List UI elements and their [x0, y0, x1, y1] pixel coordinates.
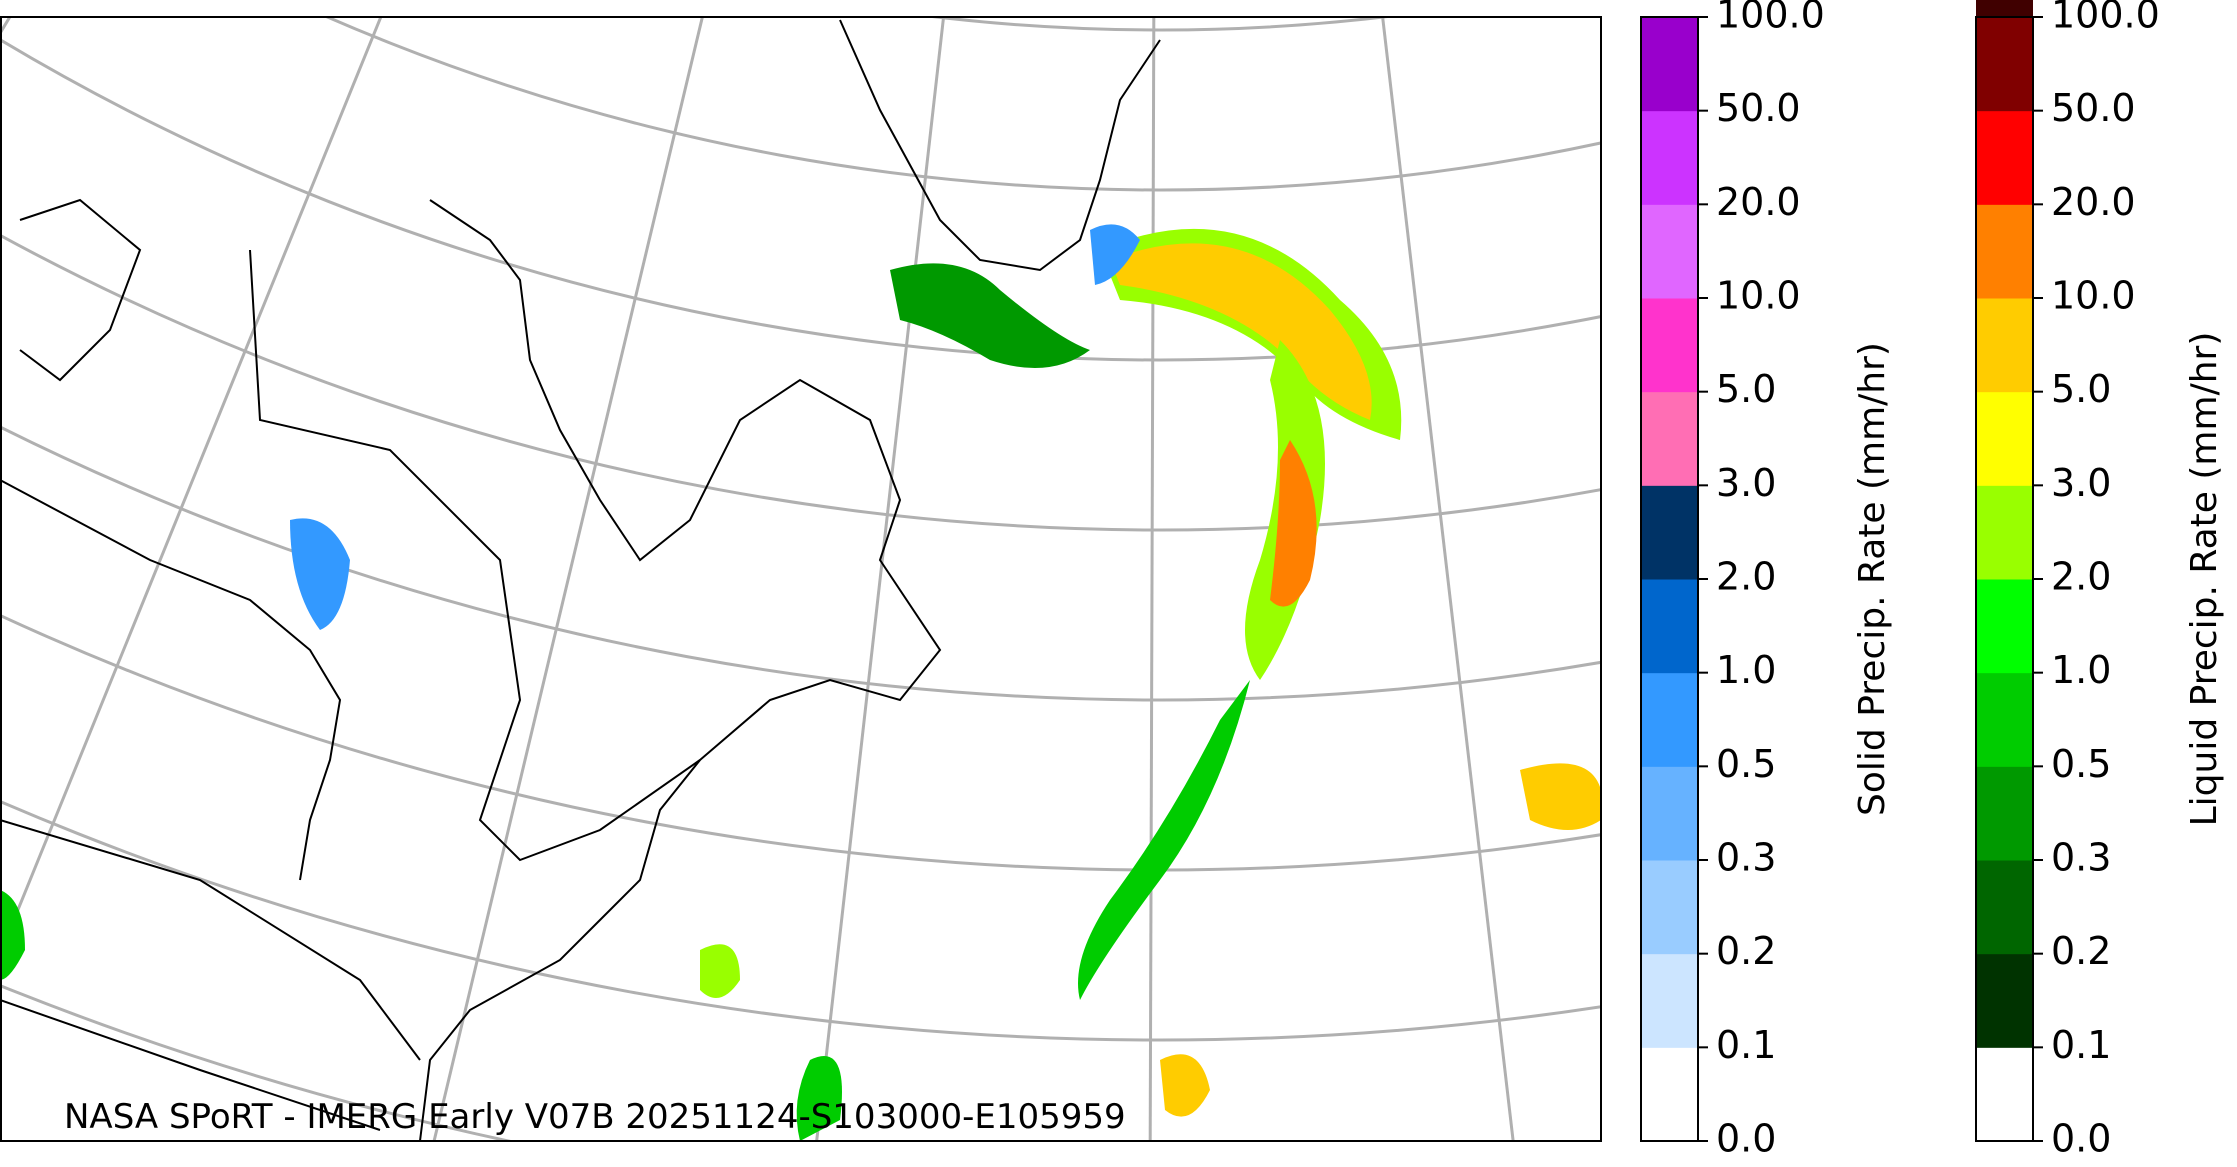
- colorbar-tick-label: 0.0: [1716, 1117, 1776, 1161]
- colorbar-segment: [1976, 766, 2033, 861]
- colorbar-segment: [1641, 579, 1698, 674]
- colorbar-tick-label: 1.0: [2051, 648, 2111, 692]
- colorbar-segment: [1976, 672, 2033, 767]
- colorbar-segment: [1641, 860, 1698, 955]
- colorbar-tick-label: 2.0: [1716, 555, 1776, 599]
- colorbar-segment: [1976, 391, 2033, 486]
- colorbar-segment: [1976, 17, 2033, 112]
- colorbar-label: Liquid Precip. Rate (mm/hr): [2184, 332, 2225, 827]
- colorbar-tick-label: 0.0: [2051, 1117, 2111, 1161]
- colorbar-segment: [1976, 579, 2033, 674]
- colorbar-tick-label: 10.0: [1716, 274, 1801, 318]
- colorbar-segment: [1641, 298, 1698, 393]
- colorbar-tick-label: 10.0: [2051, 274, 2136, 318]
- coastlines: [1, 19, 1161, 1141]
- colorbar-tick-label: 50.0: [1716, 86, 1801, 130]
- colorbar-segment: [1976, 0, 2033, 18]
- colorbar-segment: [1641, 391, 1698, 486]
- colorbar-segment: [1641, 1047, 1698, 1142]
- colorbar-segment: [1976, 110, 2033, 205]
- colorbar-label: Solid Precip. Rate (mm/hr): [1852, 342, 1893, 816]
- colorbar-tick-label: 0.1: [1716, 1023, 1776, 1067]
- colorbar-tick-label: 20.0: [1716, 180, 1801, 224]
- colorbar-segment: [1641, 110, 1698, 205]
- colorbar-tick-label: 5.0: [2051, 367, 2111, 411]
- colorbar-tick-label: 2.0: [2051, 555, 2111, 599]
- colorbar-segment: [1976, 204, 2033, 299]
- colorbar-segment: [1641, 204, 1698, 299]
- colorbar-tick-label: 1.0: [1716, 648, 1776, 692]
- colorbar-tick-label: 3.0: [1716, 461, 1776, 505]
- colorbar-tick-label: 0.5: [1716, 742, 1776, 786]
- colorbar-segment: [1641, 766, 1698, 861]
- colorbar-tick-label: 50.0: [2051, 86, 2136, 130]
- colorbar-tick-label: 5.0: [1716, 367, 1776, 411]
- map-frame: [0, 16, 1602, 1142]
- colorbar-tick-label: 0.5: [2051, 742, 2111, 786]
- colorbar-tick-label: 100.0: [1716, 0, 1825, 37]
- colorbar-segment: [1641, 953, 1698, 1048]
- colorbar-tick-label: 20.0: [2051, 180, 2136, 224]
- colorbar-segment: [1641, 17, 1698, 112]
- colorbar-tick-label: 100.0: [2051, 0, 2160, 37]
- colorbar-tick-label: 3.0: [2051, 461, 2111, 505]
- colorbar-tick-label: 0.3: [2051, 836, 2111, 880]
- map-background: [1, 17, 1601, 1141]
- colorbar-segment: [1976, 860, 2033, 955]
- colorbar-segment: [1976, 1047, 2033, 1142]
- precipitation: [1, 224, 1601, 1141]
- colorbar-segment: [1641, 672, 1698, 767]
- colorbar-tick-label: 0.2: [2051, 929, 2111, 973]
- colorbar-tick-label: 0.1: [2051, 1023, 2111, 1067]
- credit-text: NASA SPoRT - IMERG Early V07B 20251124-S…: [64, 1097, 1126, 1137]
- colorbar-segment: [1976, 298, 2033, 393]
- colorbar-tick-label: 0.3: [1716, 836, 1776, 880]
- colorbar-segment: [1641, 485, 1698, 580]
- colorbar-tick-label: 0.2: [1716, 929, 1776, 973]
- colorbar-segment: [1976, 953, 2033, 1048]
- colorbar-segment: [1976, 485, 2033, 580]
